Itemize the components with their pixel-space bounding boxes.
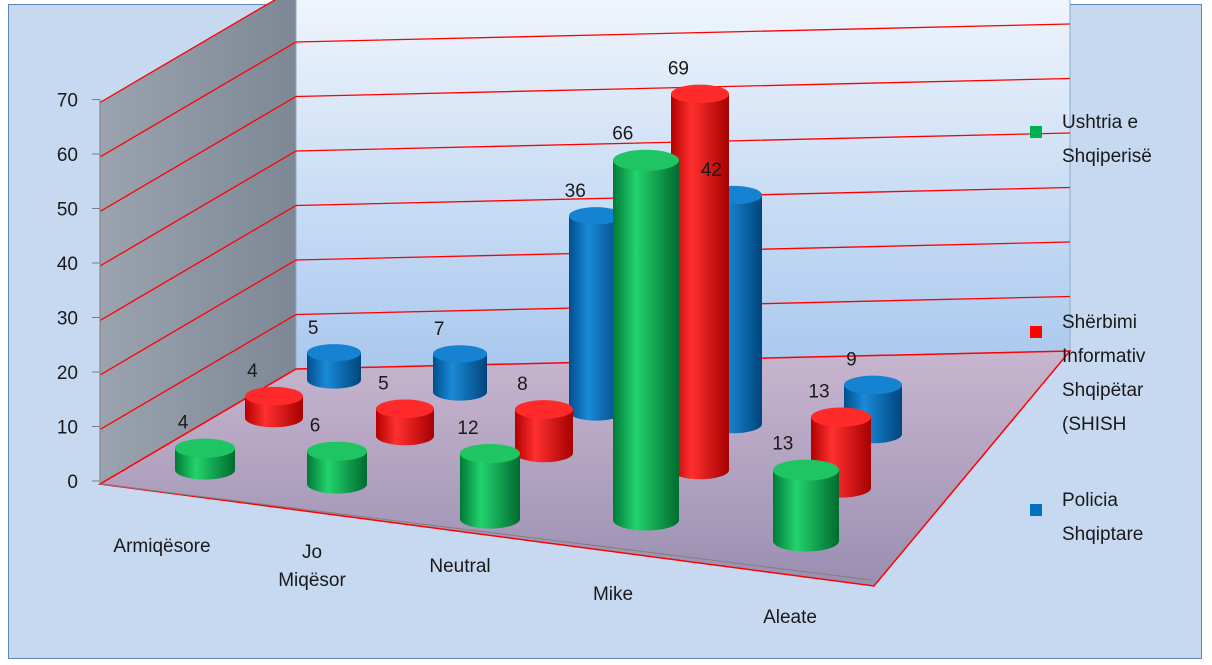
bar-green — [773, 459, 839, 552]
x-category-label: Aleate — [763, 607, 817, 628]
legend-marker — [1030, 126, 1042, 138]
bar-top — [245, 386, 303, 406]
bar-blue — [569, 207, 623, 421]
bar-top — [569, 207, 623, 225]
bar-green — [307, 441, 367, 494]
y-tick-label: 20 — [57, 363, 78, 384]
bar-body — [613, 160, 679, 531]
bar-blue — [433, 345, 487, 401]
bar-red — [376, 399, 434, 446]
gridline — [99, 23, 1071, 158]
bar-blue — [307, 344, 361, 389]
x-axis-line — [99, 483, 873, 581]
y-tick-label: 50 — [57, 200, 78, 221]
bar-body — [376, 408, 434, 446]
bar-red — [245, 386, 303, 428]
bar-red — [515, 400, 573, 463]
data-label: 6 — [310, 416, 321, 437]
y-tick-label: 70 — [57, 91, 78, 112]
bar-body — [307, 451, 367, 494]
x-category-label: Mike — [593, 584, 633, 605]
bar-top — [460, 444, 520, 464]
bar-green — [613, 149, 679, 531]
y-tick-label: 0 — [67, 472, 78, 493]
data-label: 7 — [434, 319, 445, 340]
x-category-label: Armiqësore — [113, 536, 210, 557]
data-label: 8 — [517, 374, 528, 395]
bar-body — [569, 215, 623, 421]
data-label: 4 — [247, 361, 258, 382]
bar-top — [773, 459, 839, 481]
bar-body — [433, 353, 487, 401]
bar-green — [175, 438, 236, 480]
legend-label: Policia Shqiptare — [1062, 490, 1143, 545]
y-tick-label: 10 — [57, 418, 78, 439]
gridline — [99, 186, 1071, 322]
data-label: 66 — [612, 124, 633, 145]
gridline — [99, 295, 1071, 431]
gridline — [99, 77, 1071, 213]
data-label: 9 — [846, 350, 857, 371]
bar-top — [175, 438, 235, 458]
data-label: 5 — [308, 318, 319, 339]
bar-top — [613, 149, 679, 171]
gridline — [99, 132, 1071, 267]
bar-green — [460, 444, 520, 529]
data-label: 13 — [772, 434, 793, 455]
legend-label: Shërbimi Informativ Shqipëtar (SHISH — [1062, 312, 1146, 435]
bar-body — [307, 352, 361, 389]
y-tick-label: 30 — [57, 309, 78, 330]
bar-red — [671, 84, 729, 480]
bar-top — [811, 407, 871, 427]
bar-top — [307, 441, 367, 461]
gridline — [99, 241, 1071, 376]
data-label: 13 — [808, 382, 829, 403]
legend-label: Ushtria e Shqiperisë — [1062, 112, 1152, 167]
bar-top — [433, 345, 487, 363]
bar-body — [460, 453, 520, 529]
x-category-label: Jo Miqësor — [278, 542, 346, 591]
bar-body — [773, 470, 839, 552]
bar-top — [844, 375, 902, 395]
bar-top — [376, 399, 434, 419]
gridline — [99, 0, 276, 104]
legend-marker — [1030, 326, 1042, 338]
data-label: 42 — [701, 160, 722, 181]
data-label: 12 — [457, 418, 478, 439]
bar-body — [515, 409, 573, 463]
bar-top — [515, 400, 573, 419]
data-label: 36 — [565, 181, 586, 202]
legend-marker — [1030, 504, 1042, 516]
data-label: 69 — [668, 59, 689, 80]
y-tick-label: 60 — [57, 145, 78, 166]
data-label: 4 — [178, 413, 189, 434]
bar-top — [671, 84, 729, 104]
data-label: 5 — [378, 373, 389, 394]
bar-body — [671, 93, 729, 480]
y-tick-label: 40 — [57, 254, 78, 275]
x-category-label: Neutral — [429, 556, 490, 577]
bar-top — [307, 344, 361, 362]
